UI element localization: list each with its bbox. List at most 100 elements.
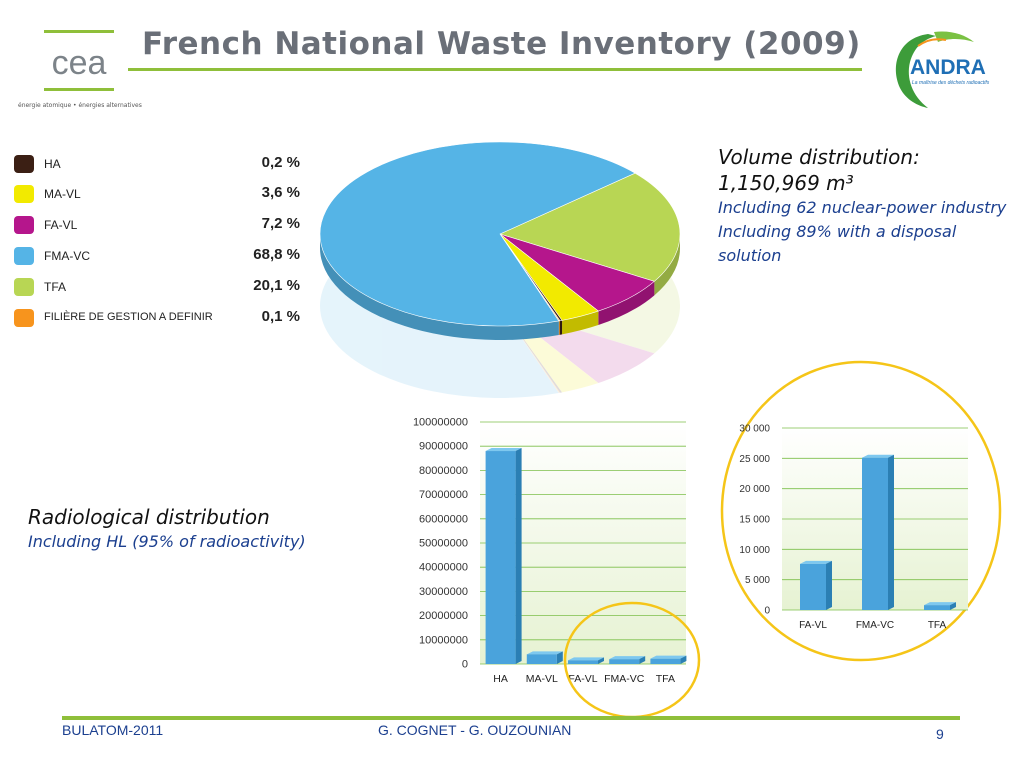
y-tick-label: 10000000 bbox=[419, 634, 468, 646]
y-tick-label: 15 000 bbox=[739, 515, 770, 526]
bar-fa-vl bbox=[800, 563, 826, 610]
y-tick-label: 90000000 bbox=[419, 441, 468, 453]
zoomed-bar-chart: 0 5 000 10 000 15 000 20 000 25 000 30 000 FA-V… bbox=[720, 360, 1002, 662]
bar-fma-vc bbox=[862, 457, 888, 610]
pie-side-fili-re-de-gestion-a-definir bbox=[558, 320, 560, 335]
cea-logo-mark: cea bbox=[44, 30, 114, 91]
x-tick-label: FA-VL bbox=[568, 673, 597, 685]
x-tick-label: FA-VL bbox=[799, 620, 827, 631]
bar-top-ha bbox=[485, 448, 522, 452]
page-number: 9 bbox=[936, 726, 944, 742]
legend-label: HA bbox=[44, 157, 61, 171]
cea-caption: énergie atomique • énergies alternatives bbox=[18, 102, 142, 109]
legend-swatch bbox=[14, 185, 34, 203]
x-tick-label: MA-VL bbox=[526, 673, 558, 685]
y-tick-label: 100000000 bbox=[413, 417, 468, 429]
legend-swatch bbox=[14, 247, 34, 265]
legend-swatch bbox=[14, 278, 34, 296]
bar-top-fa-vl bbox=[800, 560, 832, 564]
x-tick-label: TFA bbox=[656, 673, 675, 685]
y-tick-label: 70000000 bbox=[419, 489, 468, 501]
y-tick-label: 10 000 bbox=[739, 545, 770, 556]
bar-side-ma-vl bbox=[556, 651, 563, 664]
radioactivity-bar-chart: 0 10000000 20000000 30000000 40000000 5000000… bbox=[413, 417, 687, 685]
x-tick-label: TFA bbox=[928, 620, 947, 631]
y-tick-label: 40000000 bbox=[419, 562, 468, 574]
bar-side-tfa bbox=[680, 655, 687, 664]
legend-item: FILIÈRE DE GESTION A DEFINIR 0,1 % bbox=[14, 308, 304, 330]
x-tick-label: FMA-VC bbox=[856, 620, 894, 631]
radiological-note: Including HL (95% of radioactivity) bbox=[28, 532, 306, 551]
y-tick-label: 50000000 bbox=[419, 538, 468, 550]
bar-side-tfa bbox=[950, 602, 956, 610]
legend-value: 20,1 % bbox=[253, 277, 300, 294]
legend-item: FMA-VC 68,8 % bbox=[14, 246, 304, 268]
footer-divider bbox=[62, 716, 960, 720]
x-tick-label: HA bbox=[493, 673, 508, 685]
bar-side-fa-vl bbox=[826, 560, 832, 610]
bar-tfa bbox=[650, 658, 681, 664]
andra-tagline: La maîtrise des déchets radioactifs bbox=[912, 80, 990, 86]
legend-label: FMA-VC bbox=[44, 249, 90, 263]
radiological-title: Radiological distribution bbox=[28, 505, 270, 529]
pie-side-ma-vl bbox=[562, 311, 599, 335]
y-tick-label: 0 bbox=[462, 659, 468, 671]
volume-note-nuclear: Including 62 nuclear-power industry bbox=[718, 198, 1007, 217]
bar-top-fa-vl bbox=[568, 657, 604, 661]
y-tick-label: 0 bbox=[764, 606, 770, 617]
legend-value: 0,1 % bbox=[261, 308, 300, 325]
bar-side-ha bbox=[515, 448, 522, 664]
highlight-circle bbox=[563, 601, 701, 719]
pie-slice-tfa bbox=[499, 172, 681, 282]
volume-note-disposal: Including 89% with a disposal solution bbox=[718, 222, 957, 265]
legend-item: FA-VL 7,2 % bbox=[14, 215, 304, 237]
legend-value: 7,2 % bbox=[261, 215, 300, 232]
legend-value: 0,2 % bbox=[261, 154, 300, 171]
legend-label: FILIÈRE DE GESTION A DEFINIR bbox=[44, 311, 213, 323]
legend-value: 68,8 % bbox=[253, 246, 300, 263]
bar-ma-vl bbox=[526, 654, 557, 664]
legend-item: MA-VL 3,6 % bbox=[14, 184, 304, 206]
bar-tfa bbox=[924, 605, 950, 610]
volume-pie-chart bbox=[319, 141, 681, 398]
legend-label: FA-VL bbox=[44, 218, 78, 232]
cea-logo-text: cea bbox=[52, 44, 107, 82]
bar-side-fma-vc bbox=[639, 656, 646, 664]
y-tick-label: 25 000 bbox=[739, 454, 770, 465]
volume-title: Volume distribution: bbox=[718, 145, 920, 169]
bar-top-fma-vc bbox=[862, 454, 894, 458]
y-tick-label: 20000000 bbox=[419, 610, 468, 622]
bar-top-tfa bbox=[924, 602, 956, 606]
y-tick-label: 5 000 bbox=[745, 575, 770, 586]
bar-top-tfa bbox=[650, 655, 687, 659]
legend-label: TFA bbox=[44, 280, 67, 294]
y-tick-label: 30 000 bbox=[739, 424, 770, 435]
pie-slice-fma-vc bbox=[319, 141, 636, 327]
y-tick-label: 60000000 bbox=[419, 513, 468, 525]
volume-distribution-text: Volume distribution: 1,150,969 m³ Includ… bbox=[718, 144, 1018, 268]
legend-item: TFA 20,1 % bbox=[14, 277, 304, 299]
legend-value: 3,6 % bbox=[261, 184, 300, 201]
title-underline bbox=[128, 68, 862, 71]
bar-fma-vc bbox=[609, 659, 640, 664]
pie-side-tfa bbox=[654, 234, 680, 296]
x-tick-label: FMA-VC bbox=[604, 673, 645, 685]
bar-side-fma-vc bbox=[888, 454, 894, 610]
cea-logo: cea énergie atomique • énergies alternat… bbox=[14, 28, 142, 114]
andra-logo-text: ANDRA bbox=[910, 56, 986, 79]
legend-item: HA 0,2 % bbox=[14, 154, 304, 176]
bar-side-fa-vl bbox=[598, 657, 604, 664]
bar-top-fma-vc bbox=[609, 656, 646, 660]
volume-total: 1,150,969 m³ bbox=[718, 171, 854, 195]
legend-swatch bbox=[14, 216, 34, 234]
bar-fa-vl bbox=[568, 660, 598, 664]
radiological-distribution-text: Radiological distribution Including HL (… bbox=[28, 504, 388, 554]
y-tick-label: 20 000 bbox=[739, 484, 770, 495]
y-tick-label: 30000000 bbox=[419, 586, 468, 598]
pie-side-fa-vl bbox=[598, 281, 655, 326]
y-tick-label: 80000000 bbox=[419, 465, 468, 477]
legend-swatch bbox=[14, 309, 34, 327]
andra-logo: ANDRA La maîtrise des déchets radioactif… bbox=[895, 31, 990, 108]
footer-authors: G. COGNET - G. OUZOUNIAN bbox=[378, 722, 572, 738]
legend-swatch bbox=[14, 155, 34, 173]
